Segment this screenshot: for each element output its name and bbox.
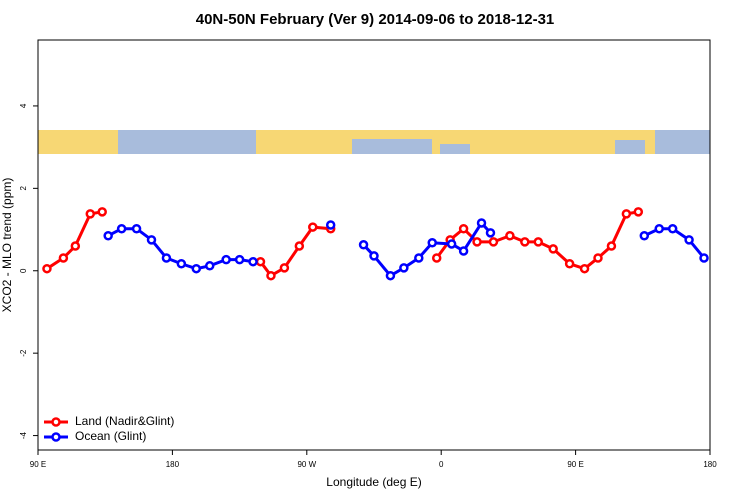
point (639, 230, 650, 241)
point (42, 263, 52, 274)
point (472, 237, 482, 247)
y-tick-label: -2 (19, 349, 28, 357)
point (97, 207, 107, 217)
point (427, 237, 437, 248)
point (593, 253, 603, 263)
point (58, 253, 69, 263)
point (308, 222, 318, 232)
point (176, 258, 187, 269)
point (606, 241, 617, 251)
legend-label: Ocean (Glint) (75, 429, 146, 443)
point (488, 237, 499, 247)
point (385, 270, 396, 281)
point (579, 263, 590, 274)
x-tick-label: 90 E (30, 460, 46, 469)
point (248, 256, 258, 267)
point (255, 256, 266, 267)
point (234, 254, 245, 265)
point (325, 220, 336, 230)
point (564, 258, 575, 269)
y-tick-label: 4 (19, 103, 28, 108)
point (485, 228, 496, 238)
legend-label: Land (Nadir&Glint) (75, 414, 174, 428)
point (103, 230, 113, 241)
x-axis-label: Longitude (deg E) (326, 475, 421, 489)
point (431, 253, 442, 263)
point (476, 218, 487, 228)
y-tick-label: -4 (19, 431, 28, 439)
point (85, 209, 96, 219)
y-axis-label: XCO2 - MLO trend (ppm) (0, 178, 14, 313)
x-tick-label: 90 W (297, 460, 316, 469)
point (146, 235, 157, 245)
point (116, 223, 127, 234)
series-line (46, 210, 639, 278)
point (279, 263, 290, 273)
point (520, 237, 530, 247)
chart-title: 40N-50N February (Ver 9) 2014-09-06 to 2… (196, 11, 555, 28)
point (667, 223, 678, 234)
point (458, 246, 469, 256)
point (70, 241, 81, 251)
point (191, 263, 202, 274)
point (266, 270, 276, 281)
point (621, 209, 632, 219)
point (369, 251, 379, 261)
x-tick-label: 90 E (567, 460, 583, 469)
point (221, 254, 231, 265)
point (654, 223, 664, 234)
point (446, 239, 457, 249)
x-tick-label: 180 (703, 460, 717, 469)
point (131, 223, 142, 234)
point (699, 253, 709, 263)
legend-marker (51, 432, 61, 442)
point (633, 207, 644, 217)
map-strip (38, 130, 710, 154)
point (458, 223, 469, 234)
legend-marker (51, 417, 61, 427)
point (294, 241, 305, 251)
point (161, 253, 172, 263)
y-tick-label: 2 (19, 186, 28, 191)
x-tick-label: 0 (439, 460, 444, 469)
point (358, 240, 369, 250)
y-tick-label: 0 (19, 268, 28, 273)
point (204, 261, 215, 271)
x-tick-label: 180 (166, 460, 180, 469)
plot-frame (37, 39, 711, 451)
point (505, 230, 515, 241)
legend: Land (Nadir&Glint)Ocean (Glint) (44, 414, 174, 443)
point (548, 244, 558, 254)
point (399, 263, 409, 273)
point (684, 235, 694, 245)
point (533, 237, 544, 247)
point (414, 253, 424, 263)
